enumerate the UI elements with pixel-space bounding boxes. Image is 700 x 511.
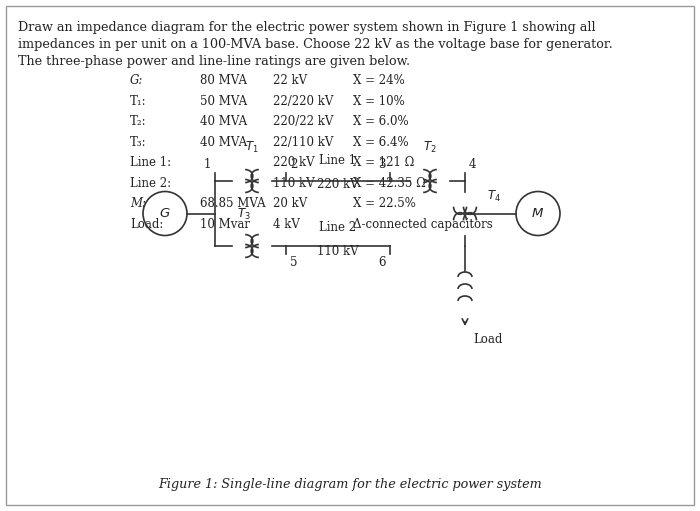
Text: X = 6.4%: X = 6.4%: [353, 135, 409, 149]
Text: 220 kV: 220 kV: [273, 156, 314, 169]
Text: Load:: Load:: [130, 218, 163, 230]
Text: 220/22 kV: 220/22 kV: [273, 115, 333, 128]
Text: M:: M:: [130, 197, 146, 210]
Text: X = 121 Ω: X = 121 Ω: [353, 156, 414, 169]
Text: T₂:: T₂:: [130, 115, 146, 128]
Text: 80 MVA: 80 MVA: [200, 74, 247, 87]
Text: 68.85 MVA: 68.85 MVA: [200, 197, 265, 210]
Text: X = 10%: X = 10%: [353, 95, 405, 107]
Text: Δ-connected capacitors: Δ-connected capacitors: [353, 218, 493, 230]
Text: X = 22.5%: X = 22.5%: [353, 197, 416, 210]
Text: Line 2:: Line 2:: [130, 176, 171, 190]
Text: X = 24%: X = 24%: [353, 74, 405, 87]
Text: T₃:: T₃:: [130, 135, 146, 149]
Text: Figure 1: Single-line diagram for the electric power system: Figure 1: Single-line diagram for the el…: [158, 478, 542, 491]
Text: 2: 2: [290, 158, 298, 171]
Text: X = 6.0%: X = 6.0%: [353, 115, 409, 128]
Text: 110 kV: 110 kV: [317, 245, 359, 258]
Text: X = 42.35 Ω: X = 42.35 Ω: [353, 176, 426, 190]
Text: 22 kV: 22 kV: [273, 74, 307, 87]
Text: Line 1:: Line 1:: [130, 156, 171, 169]
Text: 22/110 kV: 22/110 kV: [273, 135, 333, 149]
Text: 10 Mvar: 10 Mvar: [200, 218, 250, 230]
Text: impedances in per unit on a 100-MVA base. Choose 22 kV as the voltage base for g: impedances in per unit on a 100-MVA base…: [18, 38, 612, 51]
Text: 40 MVA: 40 MVA: [200, 115, 247, 128]
Text: 40 MVA: 40 MVA: [200, 135, 247, 149]
Text: 4 kV: 4 kV: [273, 218, 300, 230]
Text: $G$: $G$: [159, 207, 171, 220]
Text: 22/220 kV: 22/220 kV: [273, 95, 333, 107]
Text: 50 MVA: 50 MVA: [200, 95, 247, 107]
Text: 110 kV: 110 kV: [273, 176, 314, 190]
Text: $T_2$: $T_2$: [424, 140, 437, 155]
Text: 6: 6: [379, 256, 386, 269]
Text: $T_3$: $T_3$: [237, 207, 251, 222]
Text: 220 kV: 220 kV: [317, 178, 359, 191]
Text: $T_1$: $T_1$: [245, 140, 259, 155]
Text: $T_4$: $T_4$: [487, 189, 501, 203]
Text: T₁:: T₁:: [130, 95, 146, 107]
Text: 20 kV: 20 kV: [273, 197, 307, 210]
Text: Line 1: Line 1: [319, 154, 356, 167]
Text: $M$: $M$: [531, 207, 545, 220]
Text: 3: 3: [379, 158, 386, 171]
Text: Load: Load: [473, 333, 503, 346]
Text: The three-phase power and line-line ratings are given below.: The three-phase power and line-line rati…: [18, 55, 410, 68]
Text: Line 2: Line 2: [319, 221, 356, 234]
Text: G:: G:: [130, 74, 143, 87]
Text: Draw an impedance diagram for the electric power system shown in Figure 1 showin: Draw an impedance diagram for the electr…: [18, 21, 596, 34]
Text: 5: 5: [290, 256, 298, 269]
Text: 4: 4: [469, 158, 477, 171]
Text: 1: 1: [204, 158, 211, 171]
